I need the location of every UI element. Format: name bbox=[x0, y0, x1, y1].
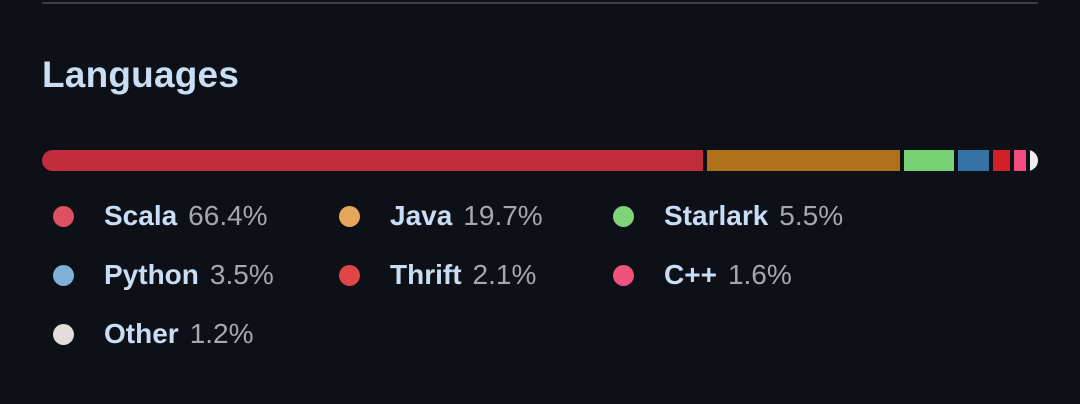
language-color-dot-icon bbox=[53, 264, 74, 286]
language-bar-segment-cpp[interactable] bbox=[1010, 150, 1026, 171]
language-legend: Scala 66.4% Java 19.7% Starlark 5.5% Python 3.5… bbox=[50, 196, 1010, 373]
language-bar-segment-thrift[interactable] bbox=[989, 150, 1011, 171]
language-name: Other bbox=[104, 318, 179, 349]
section-divider bbox=[42, 2, 1038, 4]
language-color-dot-icon bbox=[53, 323, 74, 345]
language-percent: 3.5% bbox=[209, 259, 274, 290]
language-percent: 19.7% bbox=[463, 200, 543, 231]
language-percent: 5.5% bbox=[779, 200, 844, 231]
language-color-dot-icon bbox=[613, 205, 634, 227]
language-percent: 1.6% bbox=[727, 259, 792, 290]
language-percent: 66.4% bbox=[188, 200, 268, 231]
language-bar-segment-starlark[interactable] bbox=[899, 150, 955, 171]
language-name: Starlark bbox=[664, 200, 769, 231]
section-title: Languages bbox=[42, 54, 240, 95]
language-item-starlark[interactable]: Starlark 5.5% bbox=[610, 196, 1010, 236]
language-name: Java bbox=[390, 200, 453, 231]
language-item-java[interactable]: Java 19.7% bbox=[336, 196, 610, 236]
language-item-other[interactable]: Other 1.2% bbox=[50, 314, 336, 354]
language-bar-segment-other[interactable] bbox=[1026, 150, 1038, 171]
language-bar-segment-scala[interactable] bbox=[42, 150, 704, 171]
language-name: Thrift bbox=[390, 259, 462, 290]
language-item-scala[interactable]: Scala 66.4% bbox=[50, 196, 336, 236]
language-bar bbox=[42, 150, 1038, 171]
language-color-dot-icon bbox=[339, 205, 360, 227]
language-bar-segment-java[interactable] bbox=[703, 150, 900, 171]
language-name: Python bbox=[104, 259, 199, 290]
language-item-python[interactable]: Python 3.5% bbox=[50, 255, 336, 295]
language-color-dot-icon bbox=[53, 205, 74, 227]
language-item-thrift[interactable]: Thrift 2.1% bbox=[336, 255, 610, 295]
language-name: C++ bbox=[664, 259, 717, 290]
language-item-cpp[interactable]: C++ 1.6% bbox=[610, 255, 1010, 295]
language-color-dot-icon bbox=[613, 264, 634, 286]
language-percent: 1.2% bbox=[189, 318, 254, 349]
language-name: Scala bbox=[104, 200, 178, 231]
language-color-dot-icon bbox=[339, 264, 360, 286]
language-bar-segment-python[interactable] bbox=[954, 150, 990, 171]
language-percent: 2.1% bbox=[472, 259, 537, 290]
